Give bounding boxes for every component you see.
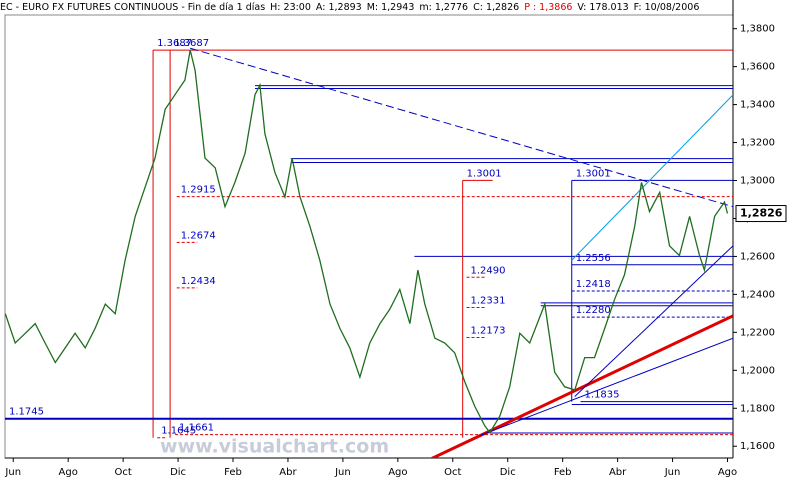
info-field: V: 178.013 xyxy=(577,2,629,13)
y-tick-label: 1,3400 xyxy=(740,100,775,111)
y-axis-area xyxy=(733,0,787,480)
level-label: 1.2418 xyxy=(576,279,611,290)
info-field: H: 23:00 xyxy=(270,2,311,13)
y-tick-label: 1,3800 xyxy=(740,24,775,35)
info-field: P : 1,3866 xyxy=(524,2,573,13)
trend-line xyxy=(429,314,733,458)
chart-title: EC - EURO FX FUTURES CONTINUOUS - Fin de… xyxy=(0,2,266,13)
level-label: 1.2331 xyxy=(471,295,506,306)
level-label: 1.2556 xyxy=(576,253,611,264)
x-tick-label: Ago xyxy=(718,467,737,478)
level-label: 1.2915 xyxy=(181,185,216,196)
y-tick-label: 1,2200 xyxy=(740,327,775,338)
y-tick-label: 1,1600 xyxy=(740,441,775,452)
x-tick-label: Feb xyxy=(224,467,242,478)
info-field: M: 1,2943 xyxy=(366,2,415,13)
x-tick-label: Oct xyxy=(114,467,131,478)
level-label: 1.1745 xyxy=(9,407,44,418)
y-tick-label: 1,2000 xyxy=(740,365,775,376)
trend-line xyxy=(571,94,733,261)
y-tick-label: 1,3000 xyxy=(740,176,775,187)
y-tick-label: 1,2400 xyxy=(740,289,775,300)
level-label: 1.1661 xyxy=(179,423,214,434)
header: EC - EURO FX FUTURES CONTINUOUS - Fin de… xyxy=(0,0,733,15)
x-tick-label: Dic xyxy=(500,467,516,478)
x-tick-label: Ago xyxy=(388,467,407,478)
x-tick-label: Jun xyxy=(4,467,21,478)
level-label: 1.1835 xyxy=(585,390,620,401)
info-field: m: 1,2776 xyxy=(419,2,469,13)
info-field: A: 1,2893 xyxy=(315,2,362,13)
trend-line xyxy=(479,337,733,437)
x-tick-label: Ago xyxy=(59,467,78,478)
x-tick-label: Oct xyxy=(444,467,461,478)
last-price-label: 1,2826 xyxy=(740,207,783,220)
y-tick-label: 1,2600 xyxy=(740,251,775,262)
x-tick-label: Jun xyxy=(334,467,351,478)
x-tick-label: Abr xyxy=(279,467,297,478)
level-label: 1.3001 xyxy=(576,168,611,179)
level-label: 1.2434 xyxy=(181,276,216,287)
x-tick-label: Jun xyxy=(664,467,681,478)
x-tick-label: Dic xyxy=(170,467,186,478)
plot-area xyxy=(4,14,734,459)
price-line xyxy=(5,49,729,434)
y-tick-label: 1,1800 xyxy=(740,403,775,414)
level-label: 1.2173 xyxy=(471,325,506,336)
level-label: 1.3687 xyxy=(157,38,192,49)
level-label: 1.2674 xyxy=(181,230,216,241)
trend-line xyxy=(574,245,733,397)
x-tick-label: Feb xyxy=(554,467,572,478)
info-field: C: 1,2826 xyxy=(473,2,520,13)
level-label: 1.3001 xyxy=(467,168,502,179)
x-tick-label: Abr xyxy=(609,467,627,478)
trend-line xyxy=(190,47,733,208)
last-price-box xyxy=(735,205,787,223)
y-tick-label: 1,3200 xyxy=(740,138,775,149)
y-tick-label: 1,3600 xyxy=(740,62,775,73)
level-label: 1.3687 xyxy=(174,38,209,49)
watermark: www.visualchart.com xyxy=(160,436,389,458)
info-field: F: 10/08/2006 xyxy=(633,2,700,13)
level-label: 1.1645 xyxy=(161,426,196,437)
level-label: 1.2280 xyxy=(576,305,611,316)
level-label: 1.2490 xyxy=(471,265,506,276)
